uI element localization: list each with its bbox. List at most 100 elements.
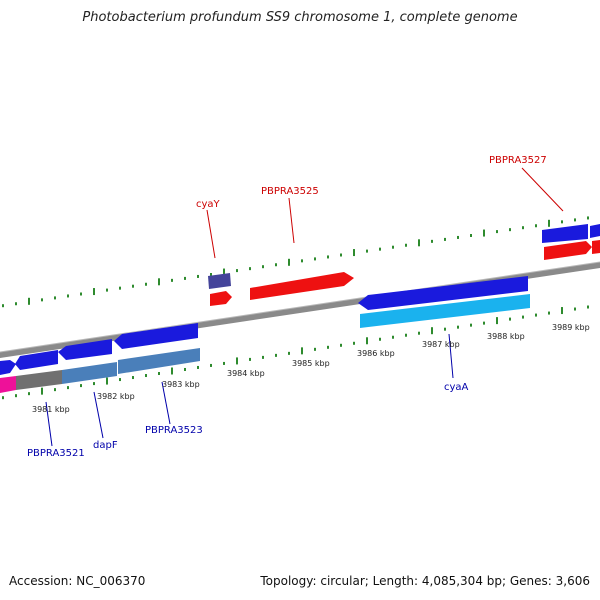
minor-tick: [340, 344, 342, 347]
genome-stats-text: Topology: circular; Length: 4,085,304 bp…: [260, 574, 590, 588]
minor-tick: [132, 285, 134, 288]
minor-tick: [275, 354, 277, 357]
minor-tick: [483, 322, 485, 325]
gene-reverse[interactable]: [0, 360, 16, 375]
minor-tick: [145, 374, 147, 377]
feature-steelblue[interactable]: [118, 348, 200, 374]
gene-reverse[interactable]: [542, 224, 588, 243]
minor-tick: [288, 352, 290, 355]
gene-label-reverse[interactable]: PBPRA3523: [145, 425, 203, 436]
gene-reverse[interactable]: [590, 224, 600, 238]
gene-label-reverse[interactable]: cyaA: [444, 382, 469, 393]
kbp-label: 3984 kbp: [227, 369, 265, 378]
minor-tick: [262, 356, 264, 359]
major-tick: [158, 278, 160, 285]
major-tick: [483, 230, 485, 237]
minor-tick: [249, 267, 251, 270]
gene-label-forward[interactable]: cyaY: [196, 199, 221, 210]
minor-tick: [249, 358, 251, 361]
minor-tick: [184, 368, 186, 371]
minor-tick: [392, 246, 394, 249]
major-tick: [28, 298, 30, 305]
minor-tick: [314, 257, 316, 260]
minor-tick: [119, 287, 121, 290]
minor-tick: [184, 277, 186, 280]
minor-tick: [67, 386, 69, 389]
gene-forward[interactable]: [210, 291, 232, 306]
minor-tick: [444, 238, 446, 241]
minor-tick: [28, 392, 30, 395]
minor-tick: [54, 296, 56, 299]
gene-label-forward[interactable]: PBPRA3527: [489, 155, 547, 166]
gene-label-reverse[interactable]: dapF: [93, 440, 118, 451]
major-tick: [171, 367, 173, 374]
minor-tick: [457, 236, 459, 239]
minor-tick: [80, 384, 82, 387]
major-tick: [288, 259, 290, 266]
minor-tick: [548, 312, 550, 315]
gene-forward[interactable]: [592, 240, 600, 254]
minor-tick: [574, 308, 576, 311]
minor-tick: [80, 293, 82, 296]
minor-tick: [496, 230, 498, 233]
minor-tick: [2, 304, 4, 307]
minor-tick: [509, 318, 511, 321]
minor-tick: [392, 336, 394, 339]
kbp-label: 3989 kbp: [552, 323, 590, 332]
minor-tick: [522, 226, 524, 229]
minor-tick: [470, 234, 472, 237]
gene-label-forward[interactable]: PBPRA3525: [261, 186, 319, 197]
major-tick: [496, 317, 498, 324]
gene-reverse[interactable]: [114, 323, 198, 349]
minor-tick: [210, 364, 212, 367]
major-tick: [353, 249, 355, 256]
minor-tick: [379, 248, 381, 251]
minor-tick: [405, 244, 407, 247]
minor-tick: [41, 298, 43, 301]
minor-tick: [327, 346, 329, 349]
major-tick: [93, 288, 95, 295]
minor-tick: [2, 396, 4, 399]
major-tick: [561, 307, 563, 314]
minor-tick: [470, 324, 472, 327]
major-tick: [366, 337, 368, 344]
minor-tick: [236, 269, 238, 272]
feature-steelblue[interactable]: [62, 362, 117, 384]
major-tick: [418, 239, 420, 246]
minor-tick: [379, 338, 381, 341]
leader-PBPRA3527: [522, 168, 563, 211]
feature-gray[interactable]: [16, 370, 62, 390]
minor-tick: [15, 302, 17, 305]
minor-tick: [587, 306, 589, 309]
major-tick: [106, 378, 108, 385]
kbp-label: 3981 kbp: [32, 405, 70, 414]
kbp-label: 3986 kbp: [357, 349, 395, 358]
minor-tick: [535, 314, 537, 317]
minor-tick: [262, 265, 264, 268]
minor-tick: [587, 216, 589, 219]
major-tick: [431, 327, 433, 334]
minor-tick: [574, 218, 576, 221]
minor-tick: [327, 255, 329, 258]
minor-tick: [15, 394, 17, 397]
minor-tick: [314, 348, 316, 351]
minor-tick: [54, 388, 56, 391]
gene-forward[interactable]: [544, 241, 592, 260]
kbp-label: 3985 kbp: [292, 359, 330, 368]
minor-tick: [457, 326, 459, 329]
minor-tick: [431, 240, 433, 243]
minor-tick: [119, 378, 121, 381]
kbp-label: 3988 kbp: [487, 332, 525, 341]
gene-label-reverse[interactable]: PBPRA3521: [27, 448, 85, 459]
minor-tick: [301, 259, 303, 262]
minor-tick: [340, 254, 342, 257]
kbp-label: 3987 kbp: [422, 340, 460, 349]
minor-tick: [405, 334, 407, 337]
feature-magenta[interactable]: [0, 376, 16, 393]
gene-forward[interactable]: [250, 272, 354, 300]
major-tick: [41, 388, 43, 395]
minor-tick: [275, 263, 277, 266]
minor-tick: [197, 275, 199, 278]
minor-tick: [106, 289, 108, 292]
major-tick: [548, 220, 550, 227]
